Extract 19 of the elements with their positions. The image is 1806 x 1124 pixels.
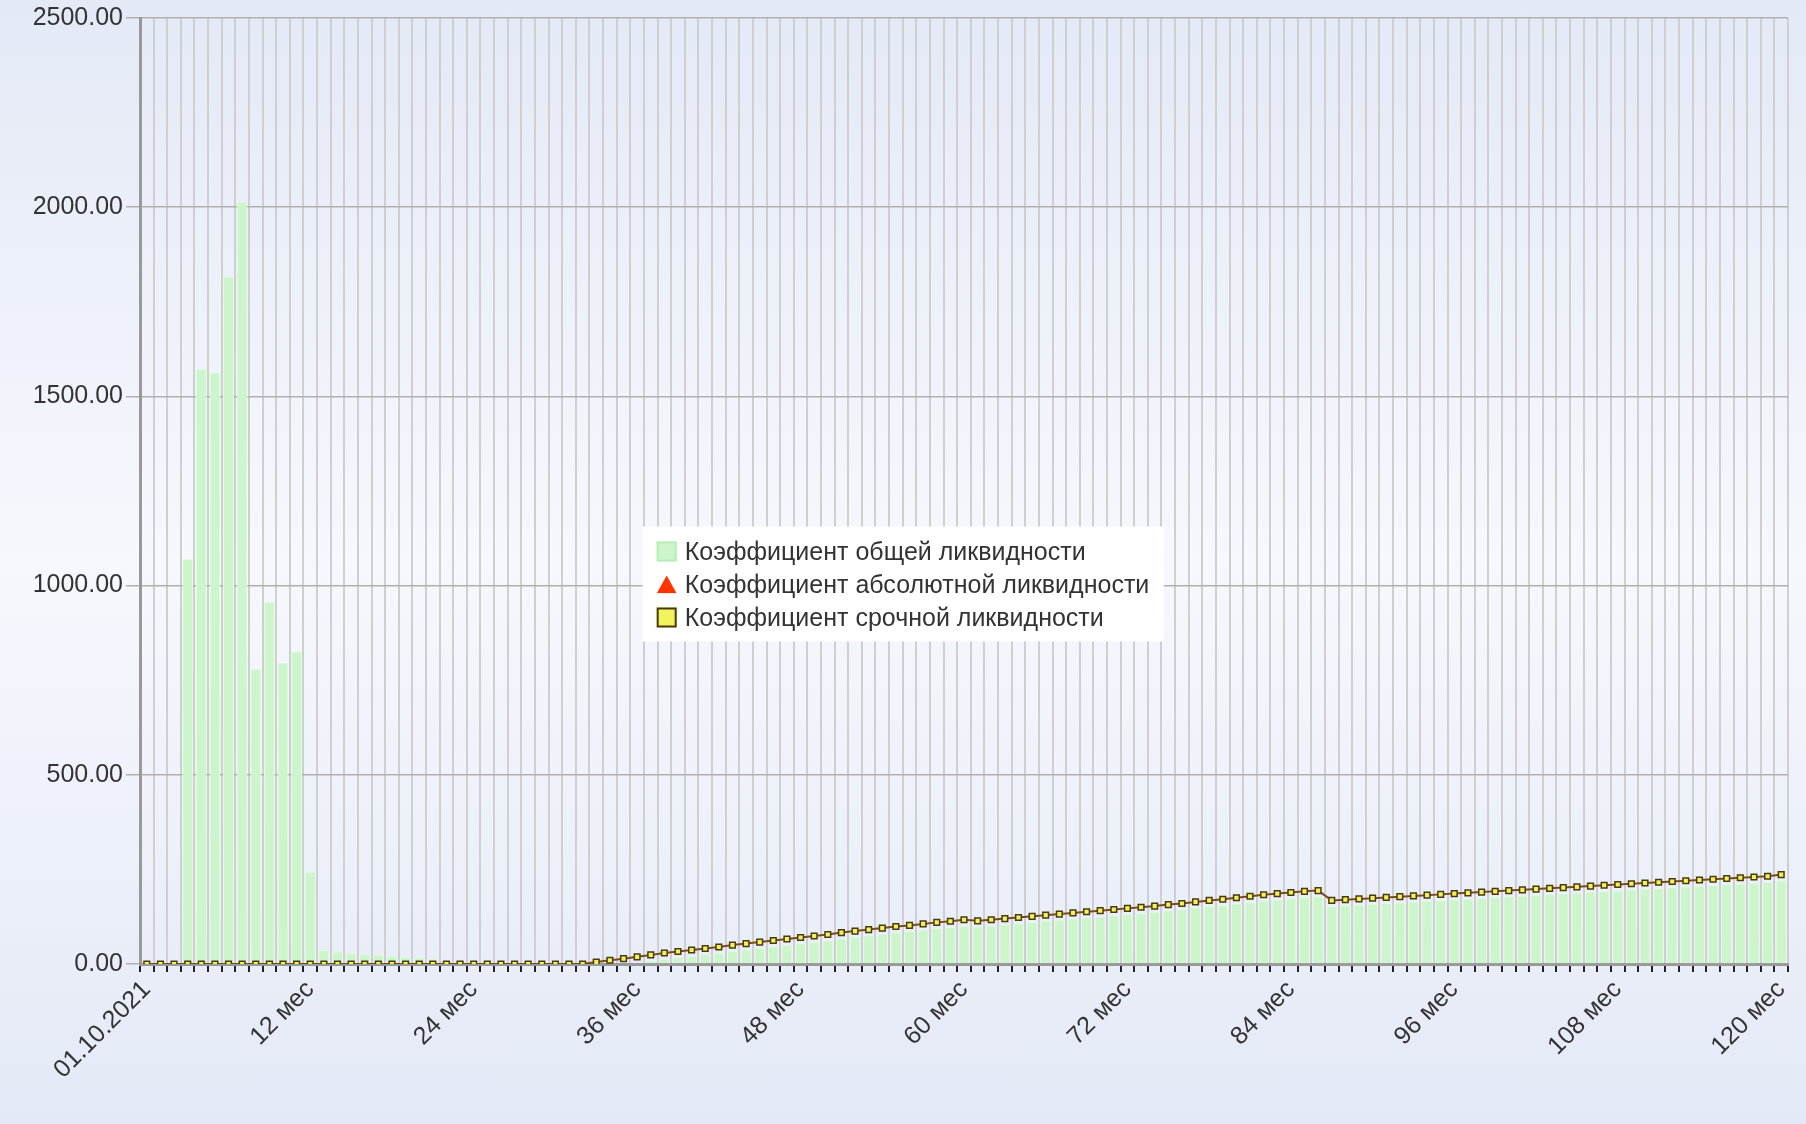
- y-tick-label: 1000.00: [32, 569, 123, 598]
- legend-label: Коэффициент абсолютной ликвидности: [684, 568, 1150, 600]
- x-tick-label: 12 мес: [243, 974, 319, 1050]
- x-tick-label: 96 мес: [1387, 974, 1463, 1050]
- y-tick-label: 2000.00: [32, 191, 123, 220]
- x-tick-label: 120 мес: [1704, 974, 1790, 1060]
- y-tick-label: 500.00: [46, 758, 123, 787]
- legend-label: Коэффициент общей ликвидности: [684, 535, 1086, 567]
- x-tick-label: 60 мес: [897, 974, 973, 1050]
- y-tick-label: 2500.00: [32, 1, 123, 30]
- x-tick-label: 24 мес: [406, 974, 483, 1050]
- legend-label: Коэффициент срочной ликвидности: [684, 601, 1104, 633]
- x-tick-label: 108 мес: [1541, 974, 1627, 1060]
- x-tick-label: 48 мес: [733, 974, 809, 1050]
- x-tick-label: 36 мес: [570, 974, 646, 1050]
- y-tick-label: 0.00: [74, 947, 123, 976]
- x-tick-label: 84 мес: [1224, 974, 1300, 1050]
- y-tick-label: 1500.00: [32, 380, 123, 409]
- x-tick-label: 72 мес: [1060, 974, 1136, 1050]
